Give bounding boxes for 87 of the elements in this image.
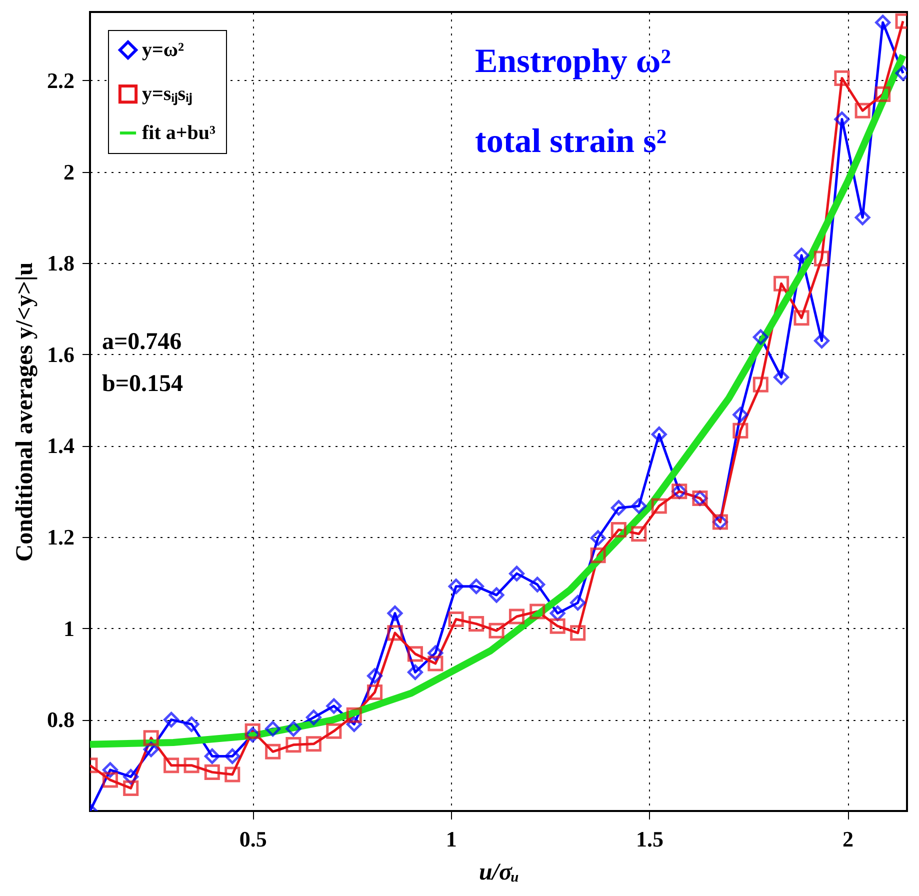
legend-label: y=ω² — [142, 39, 184, 61]
point — [123, 780, 139, 796]
y-tick-label: 1.4 — [47, 433, 74, 458]
point — [590, 548, 606, 564]
point — [610, 522, 626, 538]
y-tick-label: 2 — [64, 159, 74, 184]
point — [164, 712, 180, 728]
point — [631, 498, 647, 514]
point — [244, 723, 260, 739]
point — [530, 576, 546, 592]
point — [407, 664, 423, 680]
y-tick-label: 1 — [64, 616, 74, 641]
point — [834, 112, 850, 128]
point — [550, 606, 566, 622]
x-tick-label: 0.5 — [239, 826, 267, 852]
point — [814, 332, 830, 348]
point — [550, 618, 566, 634]
annotation: b=0.154 — [102, 371, 184, 397]
point — [387, 606, 403, 622]
y-tick-label: 1.2 — [47, 524, 74, 550]
point — [224, 748, 240, 764]
point — [651, 498, 667, 514]
point — [306, 736, 322, 752]
point — [752, 329, 768, 345]
point — [488, 587, 504, 603]
legend-label: y=sᵢⱼsᵢⱼ — [142, 83, 192, 106]
point — [366, 684, 383, 700]
point — [387, 625, 403, 641]
point — [651, 426, 667, 442]
point — [774, 369, 790, 386]
annotation: Enstrophy ω² — [475, 43, 671, 80]
point — [590, 530, 606, 546]
point — [448, 578, 464, 594]
point — [102, 772, 118, 788]
point — [468, 578, 484, 594]
point — [834, 70, 850, 86]
x-tick-label: 2 — [842, 826, 854, 852]
point — [508, 566, 525, 582]
point — [407, 646, 423, 662]
x-axis-title: u/σᵤ — [478, 860, 520, 886]
point — [224, 766, 240, 782]
point — [854, 102, 870, 118]
point — [570, 625, 586, 641]
point — [732, 422, 748, 438]
point — [346, 707, 362, 723]
point — [854, 210, 870, 226]
y-tick-label: 0.8 — [47, 707, 74, 732]
x-tick-label: 1 — [446, 826, 457, 852]
point — [570, 595, 586, 611]
point — [204, 748, 220, 764]
point — [428, 656, 444, 672]
point — [530, 604, 546, 620]
point — [732, 406, 748, 422]
annotation: total strain s² — [475, 123, 667, 160]
point — [610, 500, 626, 516]
point — [875, 86, 891, 102]
point — [774, 276, 790, 292]
x-tick-label: 1.5 — [636, 826, 664, 852]
point — [488, 622, 504, 638]
y-tick-label: 1.6 — [47, 342, 74, 367]
point — [814, 250, 830, 266]
y-tick-label: 1.8 — [47, 250, 74, 276]
y-axis-title: Conditional averages y/<y>|u — [12, 262, 38, 562]
point — [306, 710, 322, 726]
annotation: a=0.746 — [102, 329, 182, 355]
legend-label: fit a+bu³ — [142, 122, 216, 144]
point — [265, 744, 281, 760]
point — [265, 721, 281, 737]
point — [448, 611, 464, 628]
point — [184, 758, 200, 774]
point — [508, 608, 525, 624]
point — [164, 758, 180, 774]
y-tick-label: 2.2 — [47, 68, 74, 93]
point — [875, 14, 891, 30]
point — [631, 526, 647, 542]
point — [794, 310, 810, 326]
point — [143, 730, 159, 746]
point — [752, 376, 768, 392]
point — [794, 248, 810, 264]
point — [286, 721, 302, 737]
point — [286, 737, 302, 753]
point — [326, 723, 342, 739]
point — [184, 716, 200, 732]
point — [204, 764, 220, 780]
point — [468, 616, 484, 632]
point — [326, 698, 342, 714]
point — [366, 668, 383, 684]
